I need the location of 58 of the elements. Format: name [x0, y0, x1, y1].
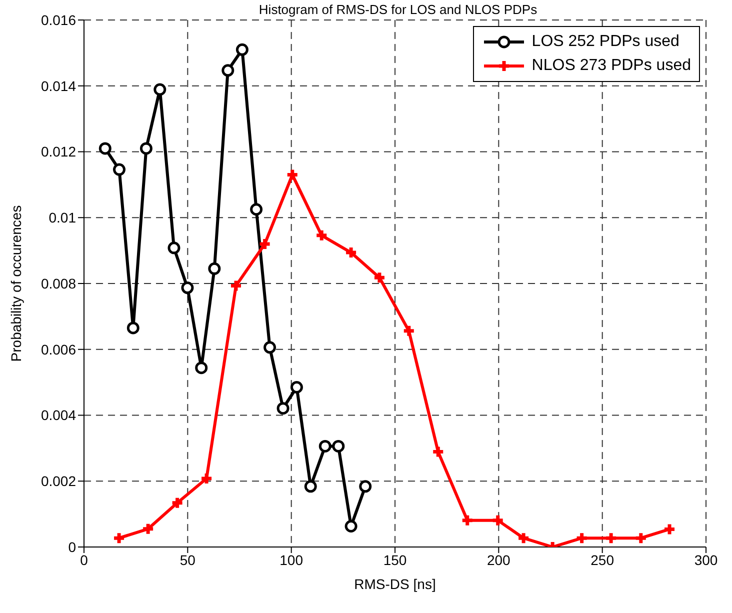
point: [304, 480, 317, 493]
point: [604, 531, 618, 545]
point: [258, 237, 272, 251]
point: [98, 142, 112, 155]
point: [344, 520, 358, 532]
point: [168, 242, 180, 254]
point: [200, 472, 214, 486]
point: [229, 279, 243, 293]
x-axis-title: RMS-DS [ns]: [354, 576, 436, 592]
y-tick-label: 0.016: [40, 12, 76, 28]
point: [431, 445, 445, 459]
point: [181, 282, 194, 294]
point: [359, 480, 372, 493]
point: [460, 514, 474, 528]
point: [344, 246, 358, 260]
point: [126, 322, 140, 334]
point: [491, 514, 505, 528]
x-tick-label: 100: [280, 552, 304, 568]
point: [290, 381, 303, 394]
y-tick-label: 0.008: [40, 275, 76, 292]
legend-label: NLOS 273 PDPs used: [532, 56, 691, 76]
point: [140, 142, 152, 155]
y-tick-label: 0.01: [48, 210, 76, 226]
x-tick-label: 200: [486, 552, 511, 568]
point: [250, 203, 263, 216]
point: [276, 402, 290, 415]
point: [236, 43, 248, 56]
y-axis-title: Probability of occurences: [8, 205, 24, 362]
x-tick-label: 0: [80, 552, 88, 568]
y-tick-label: 0.006: [40, 341, 76, 358]
chart-title: Histogram of RMS-DS for LOS and NLOS PDPs: [258, 2, 538, 17]
point: [314, 228, 328, 242]
point: [154, 83, 166, 96]
point: [195, 362, 208, 374]
x-tick-label: 250: [590, 552, 614, 568]
legend-label: LOS 252 PDPs used: [532, 32, 680, 52]
point: [402, 324, 416, 338]
point: [222, 64, 234, 77]
x-tick-label: 300: [694, 552, 718, 568]
point: [264, 341, 276, 354]
point: [112, 163, 126, 176]
y-tick-label: 0.004: [40, 407, 76, 424]
y-tick-label: 0: [68, 538, 76, 555]
x-tick-label: 50: [180, 552, 196, 568]
y-tick-label: 0.014: [40, 78, 76, 94]
point: [286, 168, 300, 182]
point: [332, 440, 345, 452]
point: [634, 531, 648, 545]
y-tick-label: 0.002: [40, 473, 76, 490]
point: [318, 440, 332, 452]
x-tick-label: 150: [383, 552, 407, 568]
y-tick-label: 0.012: [40, 144, 76, 160]
point: [141, 522, 155, 536]
point: [208, 262, 221, 275]
point: [516, 531, 530, 545]
point: [170, 496, 184, 510]
point: [372, 270, 386, 284]
point: [575, 531, 589, 545]
